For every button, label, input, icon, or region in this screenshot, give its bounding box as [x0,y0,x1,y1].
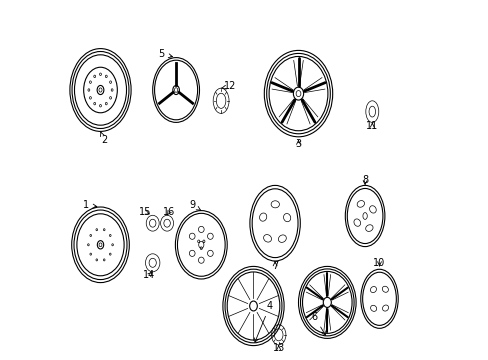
Text: 6: 6 [311,312,325,335]
Text: 15: 15 [139,207,151,217]
Text: 12: 12 [221,81,236,91]
Text: 10: 10 [373,258,385,268]
Text: 9: 9 [189,200,200,210]
Text: 2: 2 [100,132,107,145]
Text: 8: 8 [361,175,367,185]
Text: 14: 14 [142,270,155,280]
Text: 5: 5 [158,49,172,59]
Text: 1: 1 [83,200,97,210]
Text: 7: 7 [271,261,278,271]
Text: 13: 13 [272,343,284,354]
Text: 4: 4 [254,301,272,342]
Text: 11: 11 [366,121,378,131]
Text: 3: 3 [295,139,301,149]
Text: 16: 16 [163,207,175,217]
